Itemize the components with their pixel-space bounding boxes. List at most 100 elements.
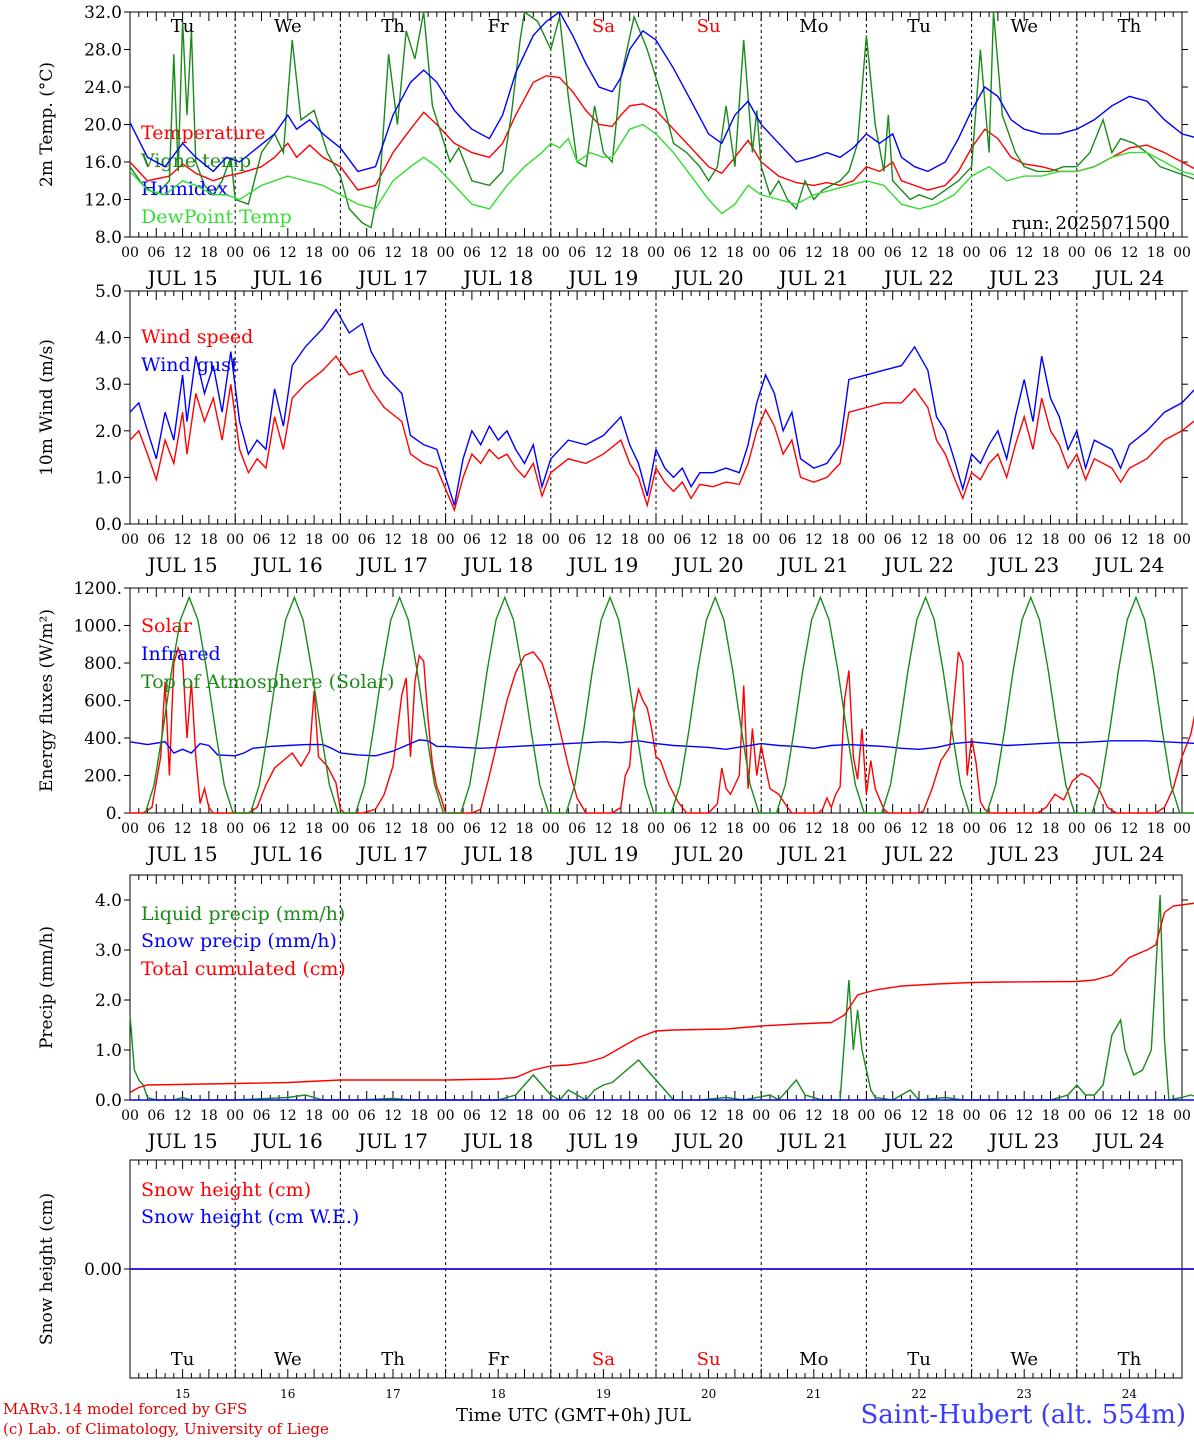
x-hour-label: 00 [1173,245,1191,261]
legend-label: Liquid precip (mm/h) [141,903,345,925]
day-number-label: 17 [385,1387,400,1401]
x-hour-label: 18 [831,1108,849,1124]
x-day-label: JUL 23 [987,842,1059,866]
x-hour-label: 18 [831,245,849,261]
x-hour-label: 00 [1068,245,1086,261]
x-hour-label: 18 [1042,245,1060,261]
y-tick-label: 24.0 [84,78,122,98]
x-hour-label: 06 [989,245,1007,261]
x-hour-label: 00 [226,532,244,548]
x-hour-label: 00 [121,821,139,837]
x-hour-label: 00 [542,1108,560,1124]
weekday-label: We [274,16,302,37]
legend-label: Top of Atmosphere (Solar) [141,671,394,693]
y-tick-label: 8.0 [95,228,122,248]
x-hour-label: 00 [1068,1108,1086,1124]
legend-label: Infrared [141,643,221,665]
legend-label: Snow height (cm W.E.) [141,1206,359,1228]
x-hour-label: 00 [437,245,455,261]
lab-credit: (c) Lab. of Climatology, University of L… [3,1420,329,1438]
x-hour-label: 18 [516,1108,534,1124]
x-hour-label: 00 [647,532,665,548]
y-tick-label: 1200. [73,579,122,599]
x-hour-label: 00 [437,1108,455,1124]
x-hour-label: 12 [489,532,507,548]
x-hour-label: 12 [384,245,402,261]
x-hour-label: 00 [963,821,981,837]
legend-label: Wind speed [141,326,253,348]
legend-label: Total cumulated (cm) [141,958,346,980]
x-minor-ticks [129,12,1183,237]
x-day-label: JUL 24 [1092,553,1164,577]
x-day-label: JUL 17 [356,266,428,290]
x-hour-label: 06 [147,821,165,837]
weekday-label: Tu [907,1349,931,1370]
x-hour-label: 06 [568,245,586,261]
x-hour-label: 00 [857,245,875,261]
x-hour-label: 12 [489,821,507,837]
x-hour-label: 06 [673,1108,691,1124]
x-day-label: JUL 20 [672,842,744,866]
x-day-label: JUL 23 [987,553,1059,577]
day-number-label: 16 [280,1387,295,1401]
x-hour-label: 12 [805,245,823,261]
x-hour-label: 06 [568,821,586,837]
x-hour-label: 12 [384,1108,402,1124]
x-hour-label: 00 [331,245,349,261]
x-hour-label: 06 [1094,245,1112,261]
x-hour-label: 00 [542,821,560,837]
x-hour-label: 00 [437,821,455,837]
series-line-red [129,355,1194,513]
x-day-label: JUL 22 [882,842,954,866]
x-hour-label: 18 [621,1108,639,1124]
x-minor-ticks [129,588,1183,813]
y-axis-title: 10m Wind (m/s) [37,339,57,476]
y-tick-label: 12.0 [84,191,122,211]
day-number-label: 19 [596,1387,611,1401]
x-hour-label: 06 [989,532,1007,548]
legend-label: Temperature [141,122,265,144]
x-day-label: JUL 15 [146,842,218,866]
x-hour-label: 18 [1042,1108,1060,1124]
y-tick-label: 400. [84,729,122,749]
x-hour-label: 06 [253,1108,271,1124]
day-number-label: 15 [175,1387,190,1401]
x-hour-label: 18 [305,821,323,837]
x-hour-label: 06 [989,1108,1007,1124]
x-hour-label: 06 [463,821,481,837]
x-day-label: JUL 18 [461,842,533,866]
x-hour-label: 18 [726,532,744,548]
panel-2: 0.0 1.0 2.0 3.0 4.0 5.0 10m Wind (m/s) Wind spe… [37,282,1194,577]
x-hour-label: 12 [594,1108,612,1124]
y-tick-label: 3.0 [95,375,122,395]
weekday-label: We [1010,16,1038,37]
x-hour-label: 12 [174,821,192,837]
panel-1: 8.0 12.0 16.0 20.0 24.0 28.0 32.0 2m Temp. (°C)… [37,3,1194,290]
x-day-label: JUL 21 [777,1129,849,1153]
x-hour-label: 06 [358,821,376,837]
y-tick-label: 2.0 [95,991,122,1011]
model-credit: MARv3.14 model forced by GFS [3,1400,248,1418]
series-line-blue [129,308,1194,506]
series-line-green [129,10,1194,229]
x-hour-label: 00 [1173,821,1191,837]
x-hour-label: 06 [779,245,797,261]
x-hour-label: 18 [305,245,323,261]
weekday-label: Tu [171,1349,195,1370]
x-day-label: JUL 20 [672,266,744,290]
panel-5: 0.00 Snow height (cm) Snow height (cm) Snow… [37,1159,1194,1401]
x-day-label: JUL 24 [1092,842,1164,866]
y-tick-label: 1.0 [95,1041,122,1061]
x-hour-label: 06 [1094,821,1112,837]
x-hour-label: 00 [331,532,349,548]
station-name: Saint-Hubert (alt. 554m) [860,1400,1186,1430]
weekday-label: Tu [907,16,931,37]
x-hour-label: 00 [647,1108,665,1124]
y-tick-label: 32.0 [84,3,122,23]
weekday-label: Fr [488,16,509,37]
x-hour-label: 00 [752,821,770,837]
panel-3: 0. 200. 400. 600. 800. 1000. 1200. Energy fluxe… [37,579,1194,866]
x-minor-ticks [129,291,1183,524]
x-hour-label: 18 [1042,821,1060,837]
x-minor-ticks [129,875,1183,1100]
